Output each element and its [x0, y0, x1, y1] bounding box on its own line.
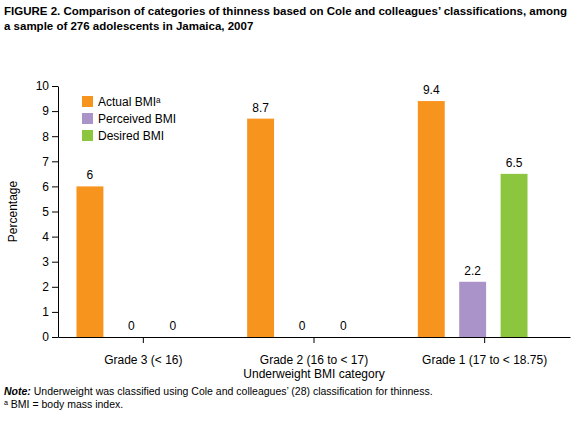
y-tick-mark — [52, 136, 58, 137]
data-label: 2.2 — [464, 264, 481, 278]
x-tick-mark — [314, 337, 315, 343]
y-tick-label: 6 — [42, 180, 49, 194]
title-line: FIGURE 2. Comparison of categories of th… — [4, 5, 567, 17]
legend-label: Perceived BMI — [98, 112, 176, 126]
bar — [76, 186, 103, 337]
x-tick-label: Grade 3 (< 16) — [104, 353, 182, 367]
x-tick: Grade 2 (16 to < 17) — [260, 337, 368, 367]
y-tick-mark — [52, 111, 58, 112]
x-tick-label: Grade 1 (17 to < 18.75) — [422, 353, 547, 367]
y-tick: 8 — [42, 130, 58, 144]
y-tick-label: 4 — [42, 230, 49, 244]
y-tick: 9 — [42, 104, 58, 118]
y-axis: 0 1 2 3 4 5 6 7 8 9 10 — [36, 79, 59, 344]
data-label: 6 — [87, 168, 94, 182]
y-tick: 1 — [42, 305, 58, 319]
legend-swatch — [82, 130, 93, 141]
y-tick: 2 — [42, 280, 58, 294]
plot: 0 1 2 3 4 5 6 7 8 9 10 Grade 3 (< 16) Grade 2 (16 to… — [36, 79, 571, 367]
y-tick: 4 — [42, 230, 58, 244]
data-label: 8.7 — [252, 101, 269, 115]
y-tick-mark — [52, 237, 58, 238]
bar — [459, 282, 486, 337]
legend-item: Actual BMIᵃ — [82, 95, 161, 109]
data-label: 9.4 — [423, 83, 440, 97]
legend-label: Actual BMIᵃ — [98, 95, 161, 109]
x-tick-mark — [143, 337, 144, 343]
y-tick-label: 1 — [42, 305, 49, 319]
note-lead: Note: — [4, 385, 31, 397]
y-tick-mark — [52, 161, 58, 162]
legend-item: Perceived BMI — [82, 112, 176, 126]
x-tick: Grade 1 (17 to < 18.75) — [422, 337, 547, 367]
y-tick-mark — [52, 337, 58, 338]
y-tick-mark — [52, 287, 58, 288]
y-tick: 7 — [42, 155, 58, 169]
legend: Actual BMIᵃ Perceived BMI Desired BMI — [82, 95, 176, 143]
legend-swatch — [82, 113, 93, 124]
title-line: a sample of 276 adolescents in Jamaica, … — [4, 20, 253, 32]
legend-label: Desired BMI — [98, 129, 164, 143]
bar — [159, 337, 186, 338]
bar — [118, 337, 145, 338]
x-tick-label: Grade 2 (16 to < 17) — [260, 353, 368, 367]
x-axis-title: Underweight BMI category — [243, 367, 384, 381]
y-tick: 6 — [42, 180, 58, 194]
data-label: 6.5 — [506, 156, 523, 170]
note: ᵃ BMI = body mass index. — [4, 398, 123, 410]
y-tick-label: 5 — [42, 205, 49, 219]
y-axis-line — [58, 87, 59, 338]
x-tick-mark — [484, 337, 485, 343]
data-labels: 6 8.7 9.4 0 0 2.2 0 0 6.5 — [87, 83, 523, 333]
bar — [501, 174, 528, 337]
y-tick-mark — [52, 312, 58, 313]
bar — [418, 101, 445, 337]
y-axis-title: Percentage — [6, 180, 20, 242]
data-label: 0 — [128, 319, 135, 333]
data-label: 0 — [340, 319, 347, 333]
y-tick-mark — [52, 212, 58, 213]
bar — [247, 119, 274, 337]
y-tick-mark — [52, 186, 58, 187]
y-tick-label: 9 — [42, 104, 49, 118]
chart: FIGURE 2. Comparison of categories of th… — [0, 0, 576, 424]
data-label: 0 — [299, 319, 306, 333]
legend-swatch — [82, 96, 93, 107]
note-body: Underweight was classified using Cole an… — [31, 385, 433, 397]
note: Note: Underweight was classified using C… — [4, 385, 433, 397]
y-tick: 0 — [42, 330, 58, 344]
y-tick: 10 — [36, 79, 58, 93]
y-tick: 3 — [42, 255, 58, 269]
y-tick: 5 — [42, 205, 58, 219]
bars — [76, 101, 527, 337]
x-tick: Grade 3 (< 16) — [104, 337, 182, 367]
y-tick-label: 0 — [42, 330, 49, 344]
legend-item: Desired BMI — [82, 129, 164, 143]
y-tick-label: 7 — [42, 155, 49, 169]
y-tick-mark — [52, 262, 58, 263]
x-axis: Grade 3 (< 16) Grade 2 (16 to < 17) Grade … — [59, 337, 571, 367]
y-tick-mark — [52, 86, 58, 87]
data-label: 0 — [169, 319, 176, 333]
y-tick-label: 3 — [42, 255, 49, 269]
y-tick-label: 2 — [42, 280, 49, 294]
bar — [330, 337, 357, 338]
bar — [289, 337, 316, 338]
y-tick-label: 8 — [42, 130, 49, 144]
y-tick-label: 10 — [36, 79, 50, 93]
title: FIGURE 2. Comparison of categories of th… — [4, 5, 567, 32]
